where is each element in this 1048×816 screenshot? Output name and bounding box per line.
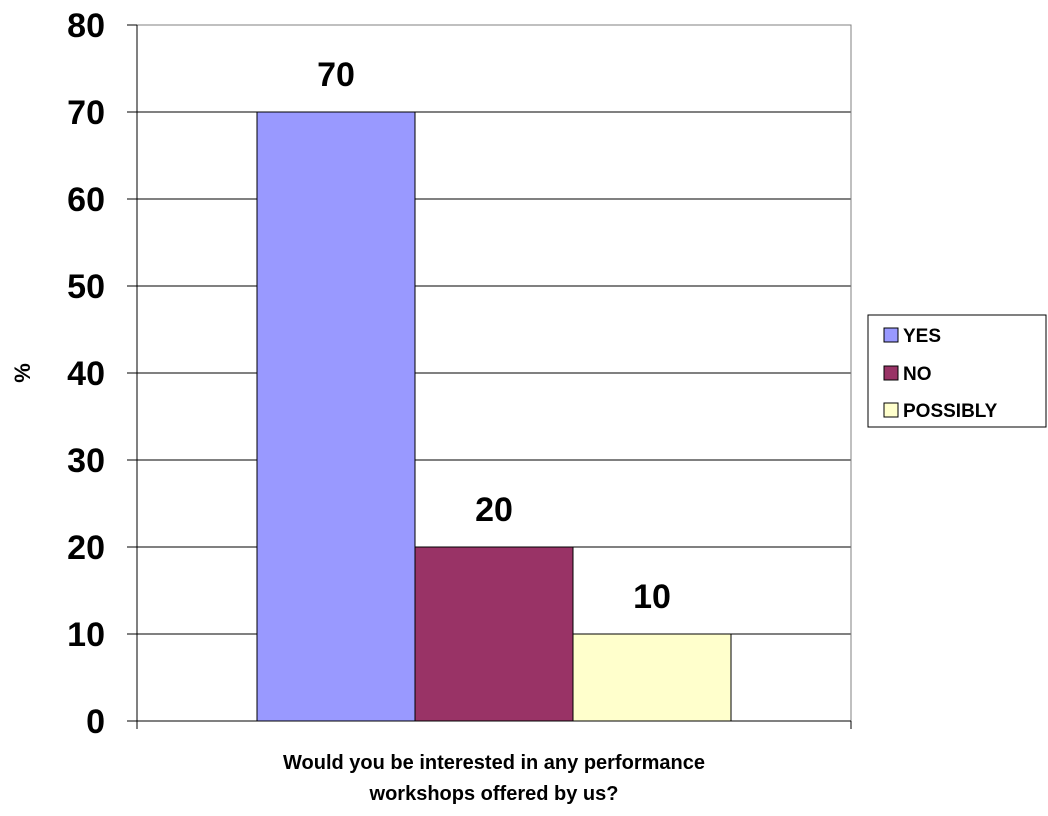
legend-swatch-no [883,365,899,381]
legend-label-no: NO [903,364,932,385]
y-axis-label: % [10,363,35,383]
y-tick-label: 0 [86,703,105,741]
legend-label-yes: YES [903,326,941,347]
legend-label-possibly: POSSIBLY [903,401,998,422]
y-tick-label: 10 [67,616,105,654]
y-tick-label: 40 [67,355,105,393]
y-tick-label: 20 [67,529,105,567]
legend-swatch-possibly [883,402,899,418]
legend: YES NO POSSIBLY [867,314,1047,428]
y-tick-label: 80 [67,7,105,45]
y-axis: 0 10 20 30 40 50 60 70 80 [67,7,852,741]
bar-possibly [572,633,732,722]
legend-swatch-yes [883,327,899,343]
x-axis-label-line-1: Would you be interested in any performan… [283,752,705,774]
y-tick-label: 30 [67,442,105,480]
bar-yes [256,111,416,722]
y-tick-label: 70 [67,94,105,132]
data-label-yes: 70 [317,56,355,94]
data-labels: 70 20 10 [317,56,671,616]
y-tick-label: 50 [67,268,105,306]
x-axis-label-line-2: workshops offered by us? [369,783,619,805]
bars [256,111,732,722]
data-label-no: 20 [475,491,513,529]
y-tick-label: 60 [67,181,105,219]
data-label-possibly: 10 [633,578,671,616]
gridlines [137,24,851,635]
bar-no [414,546,574,722]
